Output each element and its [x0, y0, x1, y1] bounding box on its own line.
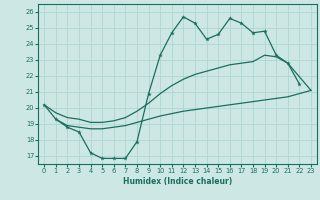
- X-axis label: Humidex (Indice chaleur): Humidex (Indice chaleur): [123, 177, 232, 186]
